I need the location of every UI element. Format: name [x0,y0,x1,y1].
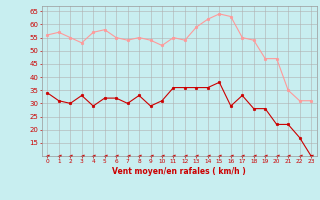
X-axis label: Vent moyen/en rafales ( km/h ): Vent moyen/en rafales ( km/h ) [112,167,246,176]
